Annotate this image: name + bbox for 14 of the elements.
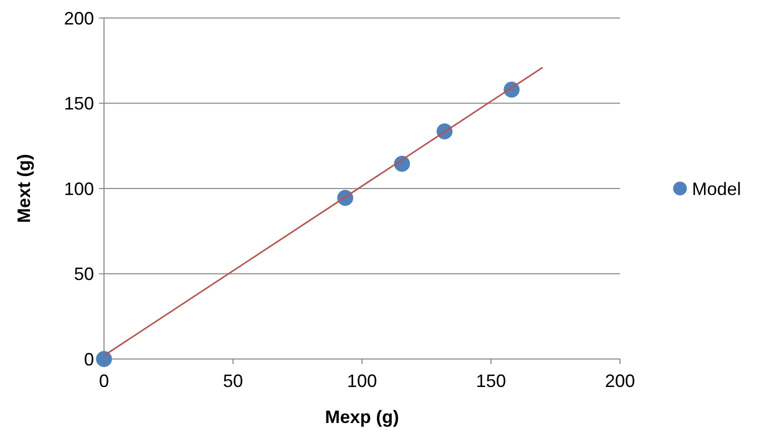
y-axis-title: Mext (g) xyxy=(14,154,34,223)
x-tick-label: 0 xyxy=(98,371,110,391)
y-tick-label: 100 xyxy=(64,178,94,199)
x-tick-label: 100 xyxy=(346,371,378,391)
y-tick-label: 200 xyxy=(64,8,94,28)
x-tick-label: 150 xyxy=(476,371,506,391)
y-tick-label: 0 xyxy=(84,349,94,370)
x-tick-label: 200 xyxy=(604,371,636,391)
y-tick-label: 50 xyxy=(74,264,94,284)
x-tick-label: 50 xyxy=(222,371,244,391)
point xyxy=(96,351,112,367)
legend-label: Model xyxy=(692,178,742,199)
y-tick-label: 150 xyxy=(64,94,94,114)
x-axis-title: Mexp (g) xyxy=(325,407,399,427)
